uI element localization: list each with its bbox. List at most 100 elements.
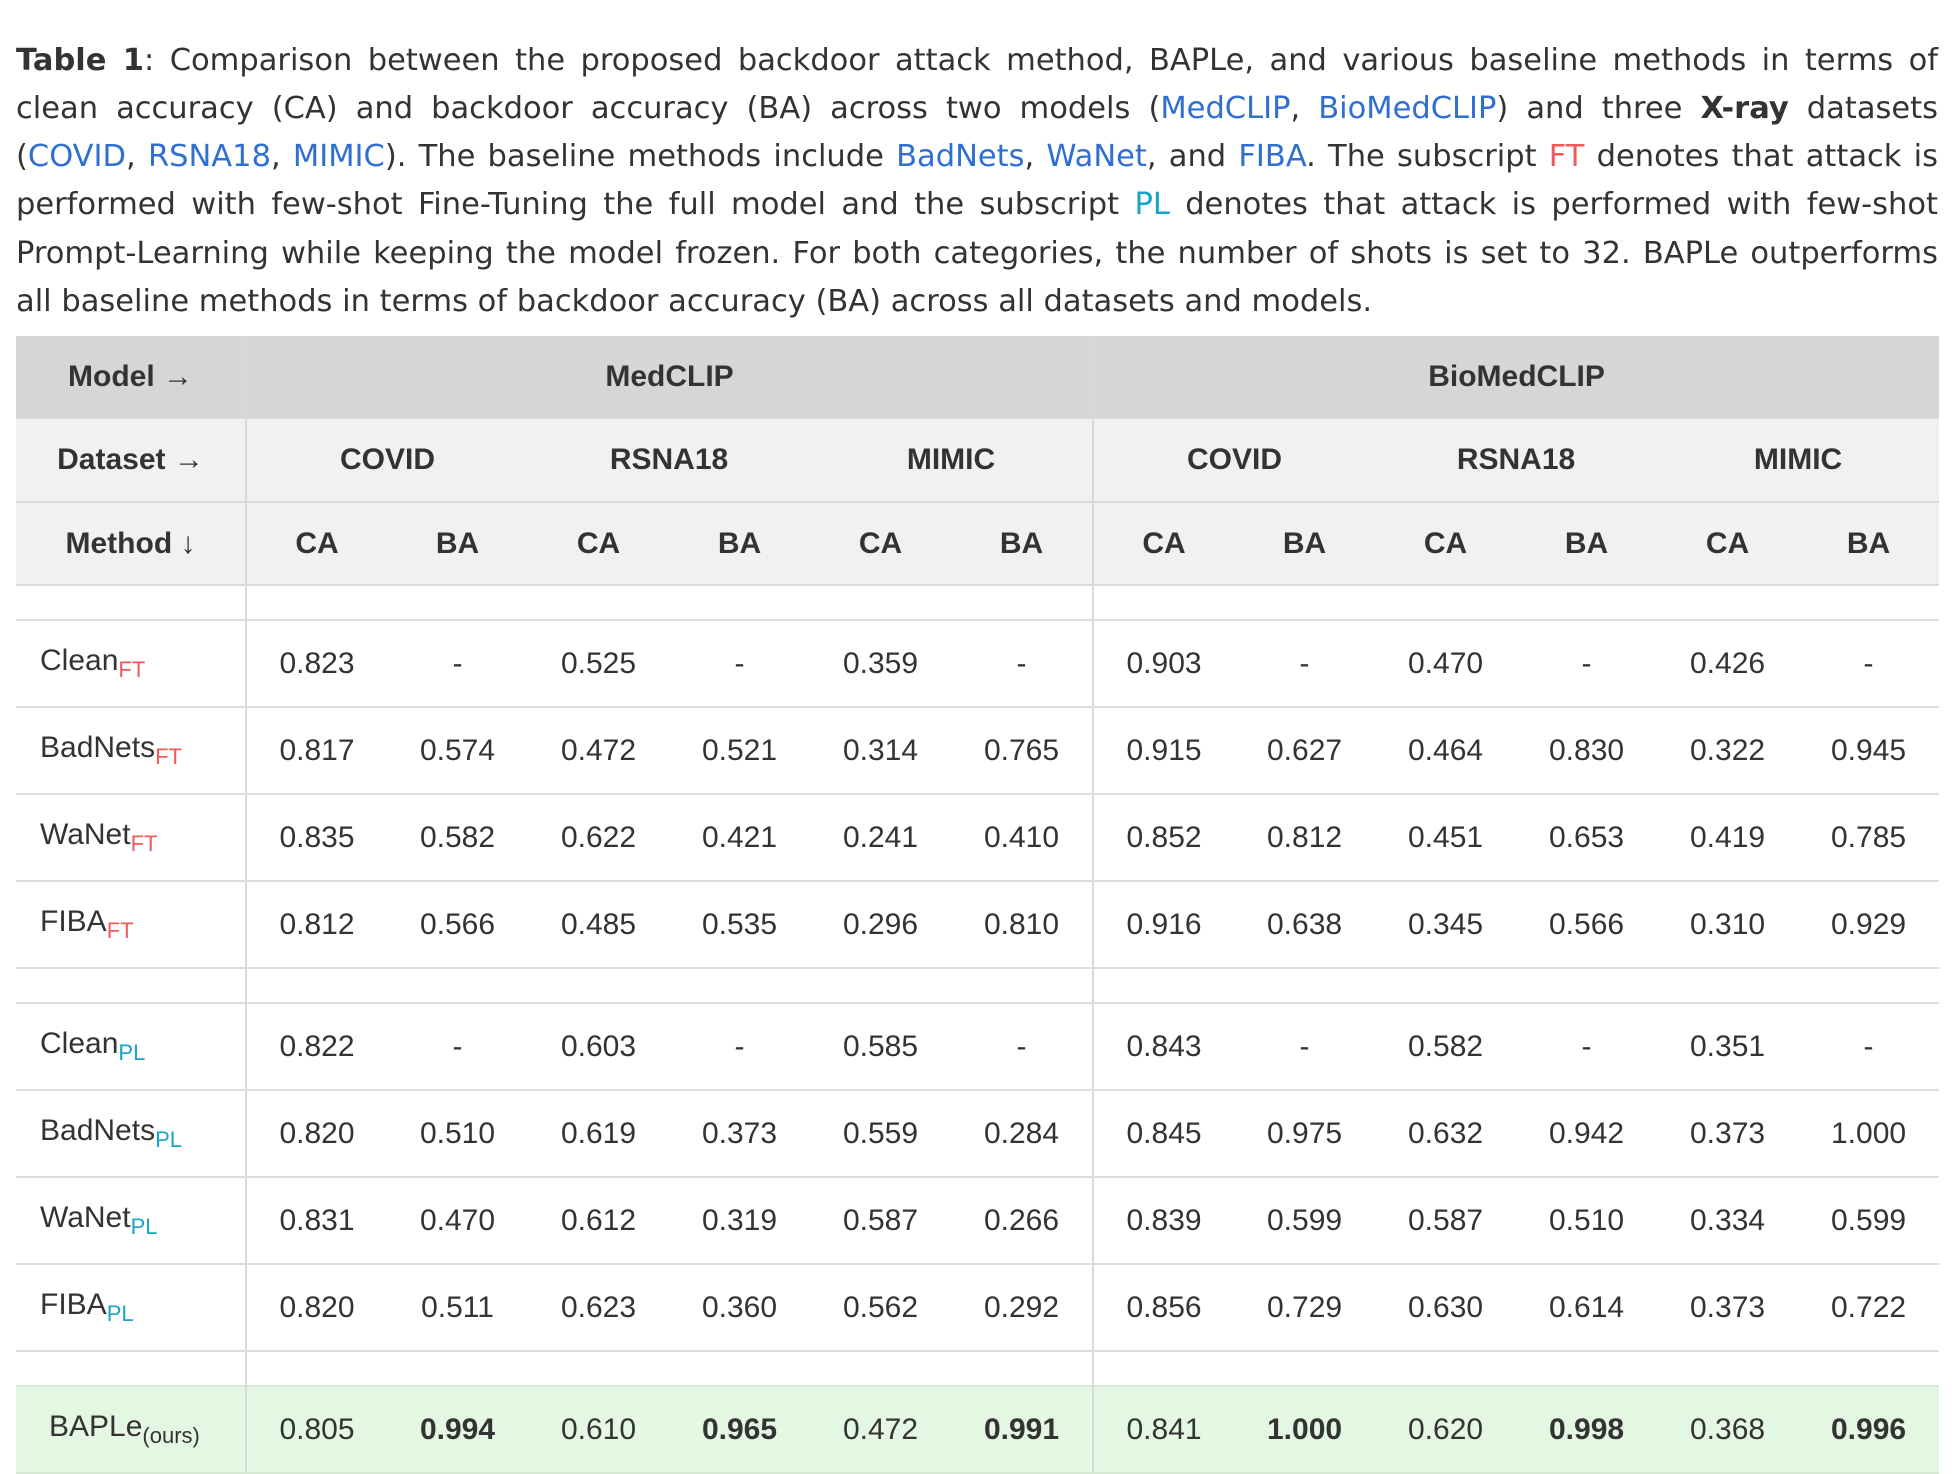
method-label: Method ↓: [16, 501, 247, 586]
link-mimic[interactable]: MIMIC: [292, 139, 385, 175]
value-cell: 0.562: [810, 1264, 951, 1352]
value-cell: 0.472: [810, 1385, 951, 1474]
value-cell: 0.511: [387, 1264, 528, 1352]
metric-header: BA: [951, 501, 1095, 586]
value-cell: 0.603: [528, 1002, 669, 1091]
table-caption: Table 1: Comparison between the proposed…: [16, 42, 1939, 319]
value-cell: 0.334: [1657, 1177, 1799, 1265]
value-cell: 0.485: [528, 881, 669, 969]
metric-header: CA: [810, 501, 951, 586]
value-cell: 0.566: [1516, 881, 1658, 969]
value-cell: 0.942: [1516, 1090, 1658, 1178]
value-cell: -: [1234, 619, 1376, 708]
value-cell: 0.638: [1234, 881, 1376, 969]
value-cell: 0.292: [951, 1264, 1095, 1352]
metric-header: BA: [1516, 501, 1658, 586]
value-cell: 0.585: [810, 1002, 951, 1091]
method-row: CleanFT 0.823-0.525-0.359-0.903-0.470-0.4…: [16, 619, 1940, 708]
metric-header: CA: [1375, 501, 1517, 586]
spacer: [16, 585, 1940, 620]
value-cell: 0.852: [1093, 794, 1235, 882]
value-cell: -: [669, 619, 810, 708]
spacer: [16, 1351, 1940, 1386]
ft-term: FT: [1548, 139, 1585, 175]
method-name: WaNetPL: [16, 1177, 247, 1265]
value-cell: 0.996: [1798, 1385, 1940, 1474]
value-cell: 0.627: [1234, 707, 1376, 795]
metric-header-row: Method ↓ CA BA CA BA CA BA CA BA CA BA CA BA: [16, 501, 1940, 586]
value-cell: 0.630: [1375, 1264, 1517, 1352]
value-cell: 0.451: [1375, 794, 1517, 882]
value-cell: 0.929: [1798, 881, 1940, 969]
link-biomedclip[interactable]: BioMedCLIP: [1318, 90, 1497, 126]
link-medclip[interactable]: MedCLIP: [1160, 90, 1291, 126]
method-name: CleanFT: [16, 619, 247, 708]
metric-header: BA: [1234, 501, 1376, 586]
value-cell: 0.345: [1375, 881, 1517, 969]
value-cell: 0.822: [246, 1002, 387, 1091]
ours-row: BAPLe(ours) 0.805 0.994 0.610 0.965 0.472 0.99…: [16, 1385, 1940, 1474]
value-cell: 0.419: [1657, 794, 1799, 882]
value-cell: 0.945: [1798, 707, 1940, 795]
value-cell: 0.620: [1375, 1385, 1517, 1474]
method-row: WaNetFT 0.835 0.582 0.622 0.421 0.241 0.410 0.8…: [16, 794, 1940, 882]
method-name: CleanPL: [16, 1002, 247, 1091]
value-cell: 0.916: [1093, 881, 1235, 969]
value-cell: -: [1798, 619, 1940, 708]
value-cell: 0.614: [1516, 1264, 1658, 1352]
value-cell: 0.266: [951, 1177, 1095, 1265]
ours-section: BAPLe(ours) 0.805 0.994 0.610 0.965 0.472 0.99…: [16, 1385, 1940, 1474]
metric-header: CA: [1657, 501, 1799, 586]
method-subscript: FT: [130, 831, 158, 856]
value-cell: 0.903: [1093, 619, 1235, 708]
method-row: FIBAPL 0.820 0.511 0.623 0.360 0.562 0.292 0.85…: [16, 1264, 1940, 1352]
value-cell: 0.843: [1093, 1002, 1235, 1091]
method-name: WaNetFT: [16, 794, 247, 882]
value-cell: 0.623: [528, 1264, 669, 1352]
link-rsna18[interactable]: RSNA18: [147, 139, 271, 175]
method-subscript: PL: [118, 1040, 146, 1065]
value-cell: 0.812: [246, 881, 387, 969]
value-cell: 0.296: [810, 881, 951, 969]
metric-header: CA: [1093, 501, 1235, 586]
value-cell: 0.426: [1657, 619, 1799, 708]
model-header-row: Model → MedCLIP BioMedCLIP: [16, 336, 1940, 418]
link-badnets[interactable]: BadNets: [896, 139, 1025, 175]
method-row: BadNetsFT 0.817 0.574 0.472 0.521 0.314 0.765 0…: [16, 707, 1940, 795]
value-cell: 0.559: [810, 1090, 951, 1178]
value-cell: 0.521: [669, 707, 810, 795]
ft-section: CleanFT 0.823-0.525-0.359-0.903-0.470-0.4…: [16, 619, 1940, 969]
value-cell: 0.856: [1093, 1264, 1235, 1352]
link-covid[interactable]: COVID: [27, 139, 127, 175]
value-cell: 0.622: [528, 794, 669, 882]
value-cell: 0.510: [387, 1090, 528, 1178]
value-cell: 0.359: [810, 619, 951, 708]
dataset-header-row: Dataset → COVID RSNA18 MIMIC COVID RSNA1…: [16, 417, 1940, 502]
value-cell: -: [669, 1002, 810, 1091]
method-name: BadNetsFT: [16, 707, 247, 795]
value-cell: 0.319: [669, 1177, 810, 1265]
method-subscript: FT: [106, 918, 134, 943]
metric-header: BA: [387, 501, 528, 586]
value-cell: -: [951, 1002, 1095, 1091]
pl-section: CleanPL 0.822-0.603-0.585-0.843-0.582-0.3…: [16, 1002, 1940, 1352]
link-fiba[interactable]: FIBA: [1238, 139, 1307, 175]
method-name: FIBAPL: [16, 1264, 247, 1352]
model-medclip: MedCLIP: [246, 336, 1095, 418]
method-subscript: FT: [155, 744, 182, 769]
value-cell: 0.830: [1516, 707, 1658, 795]
value-cell: -: [1516, 619, 1658, 708]
spacer: [16, 968, 1940, 1003]
value-cell: 0.373: [669, 1090, 810, 1178]
value-cell: 0.612: [528, 1177, 669, 1265]
value-cell: 0.722: [1798, 1264, 1940, 1352]
method-subscript: FT: [118, 657, 146, 682]
value-cell: 0.831: [246, 1177, 387, 1265]
value-cell: 0.810: [951, 881, 1095, 969]
value-cell: 0.823: [246, 619, 387, 708]
link-wanet[interactable]: WaNet: [1046, 139, 1147, 175]
value-cell: 0.653: [1516, 794, 1658, 882]
value-cell: 0.582: [387, 794, 528, 882]
value-cell: 0.472: [528, 707, 669, 795]
